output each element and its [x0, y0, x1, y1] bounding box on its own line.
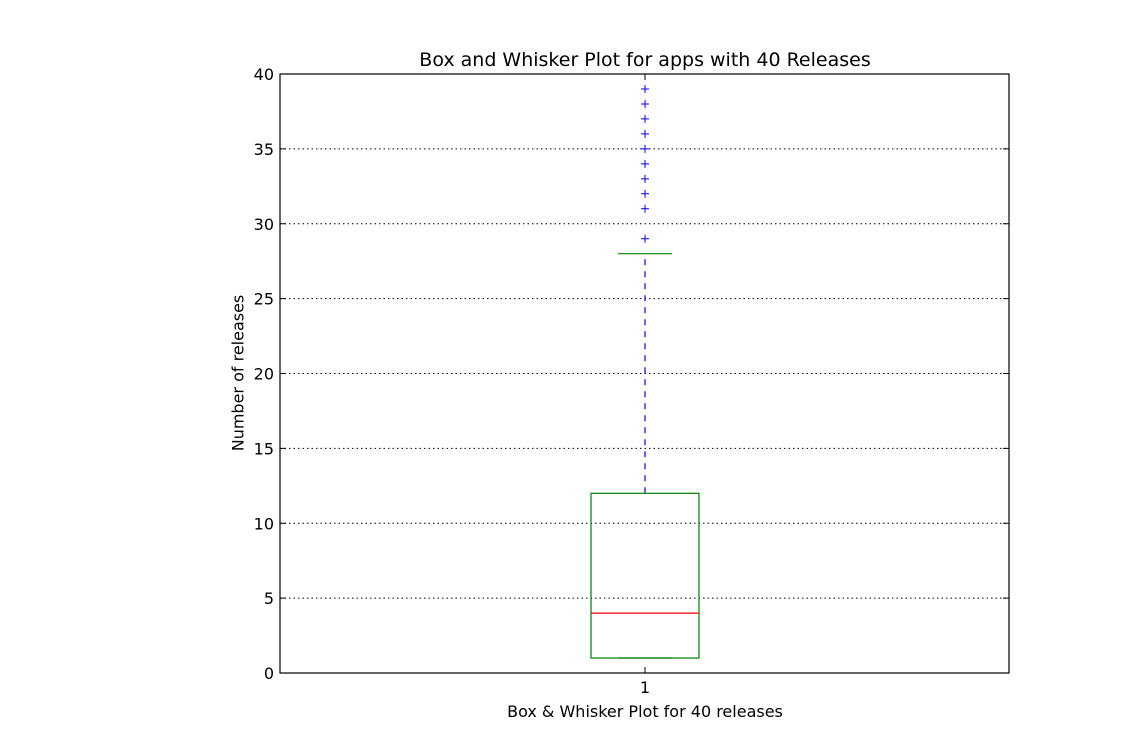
x-tick-label: 1: [640, 678, 650, 697]
y-tick-label: 5: [264, 589, 274, 608]
y-tick-label: 15: [254, 439, 274, 458]
y-tick-label: 40: [254, 65, 274, 84]
outlier-point: [641, 99, 649, 108]
y-tick-label: 10: [254, 514, 274, 533]
outlier-point: [641, 114, 649, 123]
outlier-point: [641, 234, 649, 243]
box-iqr: [590, 492, 700, 659]
y-tick-label: 25: [254, 290, 274, 309]
y-tick-label: 35: [254, 140, 274, 159]
outlier-point: [641, 174, 649, 183]
outlier-point: [641, 204, 649, 213]
chart-title: Box and Whisker Plot for apps with 40 Re…: [419, 49, 871, 71]
outlier-point: [641, 144, 649, 153]
y-tick-label: 30: [254, 215, 274, 234]
y-tick-label: 0: [264, 664, 274, 683]
x-axis-label: Box & Whisker Plot for 40 releases: [507, 702, 783, 721]
outlier-point: [641, 84, 649, 93]
outlier-point: [641, 189, 649, 198]
outlier-point: [641, 159, 649, 168]
y-tick-label: 20: [254, 365, 274, 384]
outlier-point: [641, 129, 649, 138]
axes-frame: [279, 73, 1010, 674]
y-axis-label: Number of releases: [228, 294, 248, 452]
